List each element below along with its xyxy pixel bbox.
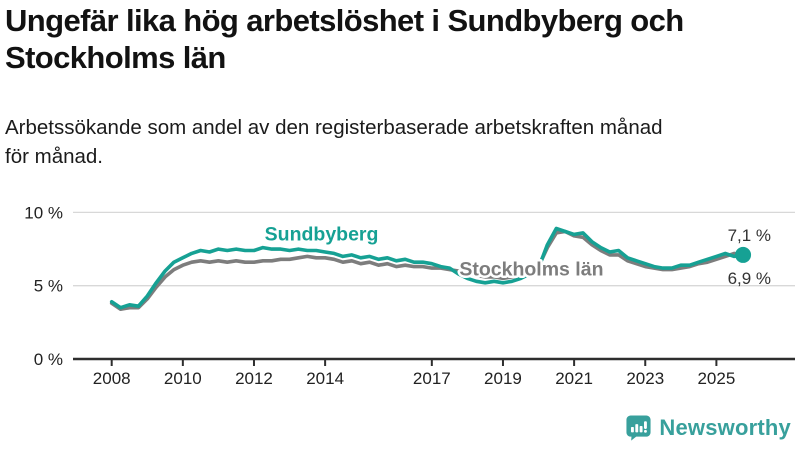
chart-subtitle: Arbetssökande som andel av den registerb…: [5, 113, 793, 171]
latest-value-dot-sundbyberg: [735, 246, 752, 263]
y-tick-label-0: 0 %: [34, 350, 63, 369]
speech-bubble-shape: [626, 415, 651, 441]
newsworthy-wordmark: Newsworthy: [659, 414, 791, 440]
page-title: Ungefär lika hög arbetslöshet i Sundbybe…: [5, 2, 793, 76]
bar-chart-glyph: [631, 421, 648, 433]
x-tick-label-2014: 2014: [306, 369, 344, 388]
x-tick-label-2012: 2012: [235, 369, 273, 388]
subtitle-line-2: för månad.: [5, 145, 103, 169]
newsworthy-icon: [626, 415, 651, 441]
x-tick-label-2008: 2008: [93, 369, 131, 388]
y-tick-label-5: 5 %: [34, 277, 63, 296]
x-tick-label-2023: 2023: [626, 369, 664, 388]
series-label-stockholms-län: Stockholms län: [459, 258, 603, 280]
exclamation-bar: [644, 421, 648, 429]
series-label-sundbyberg: Sundbyberg: [265, 223, 379, 245]
x-tick-label-2010: 2010: [164, 369, 202, 388]
exclamation-dot: [644, 429, 648, 433]
subtitle-line-1: Arbetssökande som andel av den registerb…: [5, 116, 663, 139]
y-tick-label-10: 10 %: [24, 203, 63, 222]
series-line-stockholms-län: [109, 229, 745, 312]
newsworthy-logo: Newsworthy: [625, 414, 791, 441]
x-tick-label-2019: 2019: [484, 369, 522, 388]
end-label-sundbyberg: 7,1 %: [728, 226, 771, 245]
title-line-1: Ungefär lika hög arbetslöshet i Sundbybe…: [5, 3, 684, 38]
x-tick-label-2021: 2021: [555, 369, 593, 388]
x-tick-label-2025: 2025: [697, 369, 735, 388]
end-label-stockholms-län: 6,9 %: [728, 269, 771, 288]
series-line-sundbyberg: [109, 226, 745, 310]
x-tick-label-2017: 2017: [413, 369, 451, 388]
title-line-2: Stockholms län: [5, 40, 226, 76]
